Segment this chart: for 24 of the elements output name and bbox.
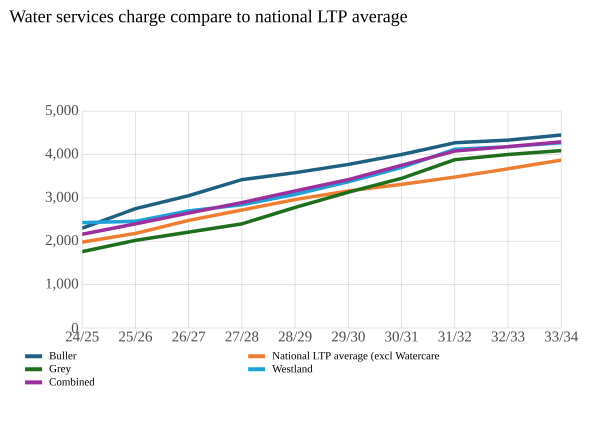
- legend-label: Westland: [272, 364, 313, 373]
- x-tick-label: 33/34: [544, 332, 578, 342]
- x-tick-label: 30/31: [385, 332, 418, 342]
- line-series: [82, 158, 562, 244]
- legend-label: National LTP average (excl Watercare: [272, 352, 440, 362]
- y-tick-label: 4,000: [45, 148, 78, 161]
- x-tick-label: 26/27: [172, 332, 206, 342]
- legend-label: Combined: [50, 378, 95, 386]
- y-tick-label: 2,000: [46, 235, 78, 248]
- y-tick-label: 5,000: [46, 105, 78, 118]
- legend-label: Grey: [50, 364, 71, 375]
- y-tick-label: 0: [72, 322, 78, 334]
- line-series: [82, 148, 562, 254]
- x-tick-label: 28/29: [278, 332, 312, 342]
- x-tick-label: 24/25: [66, 332, 99, 342]
- y-tick-label: 1,000: [46, 278, 78, 291]
- x-tick-label: 25/26: [119, 332, 152, 342]
- y-tick-label: 3,000: [46, 192, 78, 204]
- chart-title: Water services charge compare to national LTP average: [9, 10, 408, 26]
- x-tick-label: 27/28: [226, 332, 258, 342]
- legend-label: Buller: [49, 352, 76, 360]
- x-tick-label: 29/30: [332, 332, 365, 342]
- x-tick-label: 32/33: [492, 332, 524, 342]
- x-tick-label: 31/32: [438, 332, 471, 342]
